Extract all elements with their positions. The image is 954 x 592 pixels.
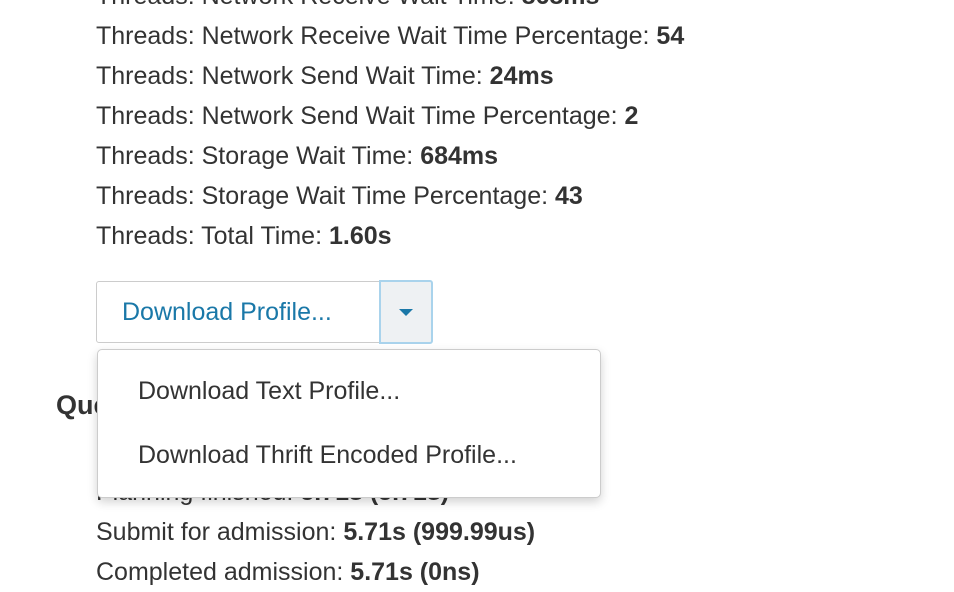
metric-label: Threads: Network Send Wait Time:	[96, 62, 483, 90]
metric-value: 1.60s	[328, 222, 392, 250]
metric-label: Completed admission:	[96, 558, 344, 586]
metric-line: Threads: Network Receive Wait Time: 868m…	[96, 0, 599, 11]
metric-label: Threads: Storage Wait Time:	[96, 142, 414, 170]
dropdown-toggle[interactable]	[379, 280, 433, 344]
metric-label: Threads: Network Receive Wait Time Perce…	[96, 22, 650, 50]
metric-value: 43	[555, 182, 583, 210]
metric-label: Threads: Network Send Wait Time Percenta…	[96, 102, 618, 130]
metric-line: Threads: Storage Wait Time Percentage: 4…	[96, 181, 583, 211]
caret-icon	[399, 309, 413, 316]
menu-item[interactable]: Download Thrift Encoded Profile...	[138, 441, 517, 469]
metric-line: Threads: Network Send Wait Time: 24ms	[96, 61, 554, 91]
metric-line: Submit for admission: 5.71s (999.99us)	[96, 517, 535, 547]
metric-value: 54	[656, 22, 685, 50]
download-button[interactable]: Download Profile...	[96, 281, 380, 343]
metric-value: 24ms	[489, 62, 554, 90]
metric-label: Threads: Storage Wait Time Percentage:	[96, 182, 549, 210]
metric-value: 5.71s (0ns)	[350, 558, 480, 586]
metric-value: 868ms	[522, 0, 600, 10]
metric-label: Submit for admission:	[96, 518, 337, 546]
metric-line: Threads: Total Time: 1.60s	[96, 221, 392, 251]
metric-value: 684ms	[420, 142, 499, 170]
metric-line: Completed admission: 5.71s (0ns)	[96, 557, 480, 587]
metric-line: Threads: Network Send Wait Time Percenta…	[96, 101, 638, 131]
metric-line: Threads: Network Receive Wait Time Perce…	[96, 21, 684, 51]
metric-label: Threads: Network Receive Wait Time:	[96, 0, 515, 10]
menu-item[interactable]: Download Text Profile...	[138, 377, 401, 405]
dropdown-menu: Download Text Profile... Download Thrift …	[97, 349, 601, 498]
metric-line: Threads: Storage Wait Time: 684ms	[96, 141, 498, 171]
metric-label: Threads: Total Time:	[96, 222, 323, 250]
metric-value: 5.71s (999.99us)	[343, 518, 536, 546]
metric-value: 2	[624, 102, 639, 130]
